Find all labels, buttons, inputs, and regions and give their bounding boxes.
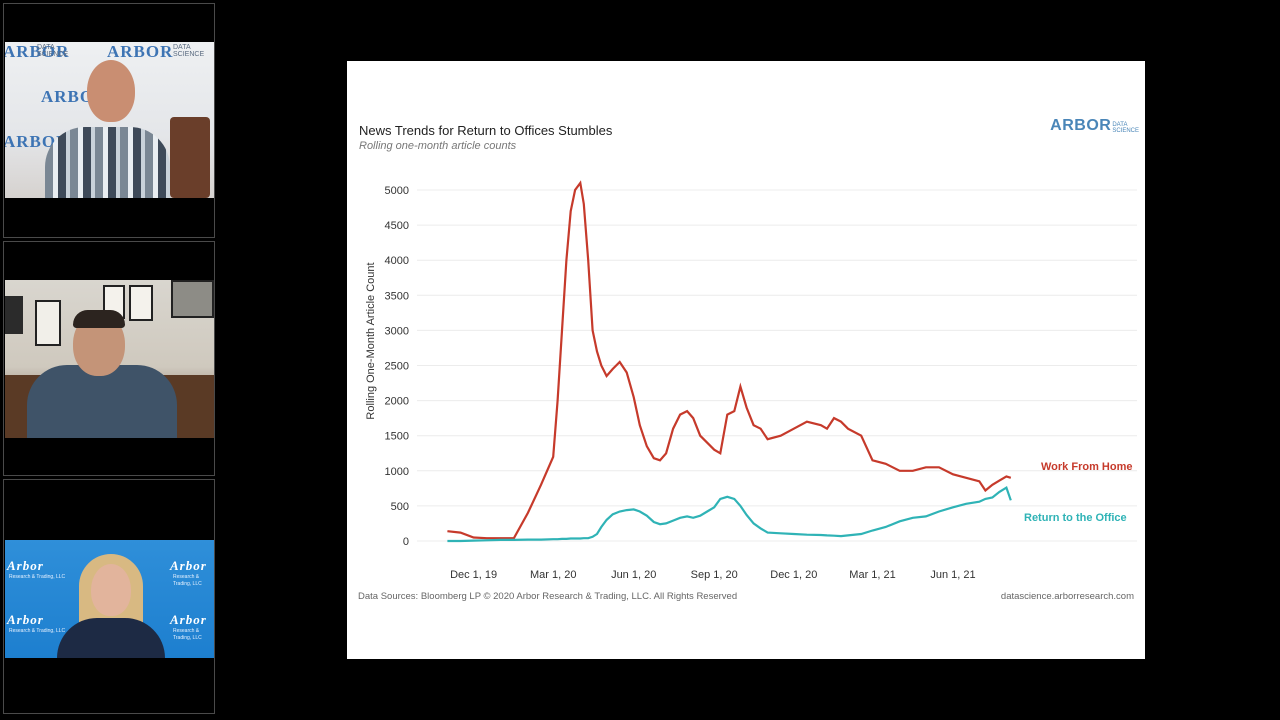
y-tick-label: 500 <box>391 501 409 513</box>
video-tile-participant-2[interactable] <box>3 241 215 476</box>
x-tick-label: Mar 1, 20 <box>530 569 576 581</box>
y-tick-label: 1500 <box>385 431 409 443</box>
y-tick-label: 0 <box>403 536 409 548</box>
y-tick-label: 3000 <box>385 325 409 337</box>
x-tick-label: Sep 1, 20 <box>691 569 738 581</box>
series-label-return-to-the-office: Return to the Office <box>1024 512 1127 524</box>
website-footer: datascience.arborresearch.com <box>1000 591 1134 602</box>
backdrop-logo-sub: Research & Trading, LLC <box>9 628 66 634</box>
x-tick-label: Mar 1, 21 <box>849 569 895 581</box>
chart-title: News Trends for Return to Offices Stumbl… <box>359 123 613 138</box>
x-tick-label: Dec 1, 19 <box>450 569 497 581</box>
y-tick-label: 3500 <box>385 290 409 302</box>
person <box>5 540 214 658</box>
y-tick-label: 4500 <box>385 220 409 232</box>
backdrop-logo: ARBOR <box>5 42 70 61</box>
backdrop-logo: Arbor <box>7 612 44 627</box>
x-tick-label: Jun 1, 20 <box>611 569 656 581</box>
y-tick-label: 4000 <box>385 255 409 267</box>
wall-frame <box>129 285 153 321</box>
backdrop-logo: ARBOR <box>107 42 174 61</box>
x-tick-label: Dec 1, 20 <box>770 569 817 581</box>
backdrop-logo-sub: Research & Trading, LLC <box>173 574 202 587</box>
x-tick-label: Jun 1, 21 <box>930 569 975 581</box>
series-label-work-from-home: Work From Home <box>1041 461 1132 473</box>
wall-frame <box>35 300 61 346</box>
shared-slide: News Trends for Return to Offices Stumbl… <box>347 61 1145 659</box>
backdrop-logo-sub: Research & Trading, LLC <box>173 628 202 641</box>
series-line-work-from-home <box>447 180 1012 540</box>
backdrop-logo-sub: Research & Trading, LLC <box>9 574 66 580</box>
person <box>5 42 214 198</box>
arbor-logo: ARBOR DATA SCIENCE <box>1050 117 1139 134</box>
series-line-return-to-the-office <box>447 485 1012 543</box>
wall-frame <box>171 280 214 318</box>
chart-subtitle: Rolling one-month article counts <box>359 140 517 152</box>
video-tile-participant-1[interactable]: ARBOR DATA SCIENCE ARBOR DATA SCIENCE ARBO… <box>3 3 215 238</box>
video-feed: ARBOR DATA SCIENCE ARBOR DATA SCIENCE ARBO… <box>5 42 214 198</box>
y-tick-label: 5000 <box>385 185 409 197</box>
backdrop-logo: Arbor <box>7 558 44 573</box>
monitor <box>5 296 23 334</box>
y-tick-label: 2000 <box>385 396 409 408</box>
data-sources-footer: Data Sources: Bloomberg LP © 2020 Arbor … <box>358 591 738 602</box>
person <box>5 280 214 438</box>
y-tick-label: 2500 <box>385 361 409 373</box>
video-feed <box>5 280 214 438</box>
video-feed: Arbor Research & Trading, LLC Arbor Rese… <box>5 540 214 658</box>
y-axis-label: Rolling One-Month Article Count <box>365 262 377 419</box>
backdrop-logo: Arbor <box>170 558 207 573</box>
line-chart: 0 500 1000 1500 2000 2500 3000 3500 4000 4500 5000… <box>365 180 1137 581</box>
backdrop-logo: Arbor <box>170 612 207 627</box>
video-tile-participant-3[interactable]: Arbor Research & Trading, LLC Arbor Rese… <box>3 479 215 714</box>
y-tick-label: 1000 <box>385 466 409 478</box>
